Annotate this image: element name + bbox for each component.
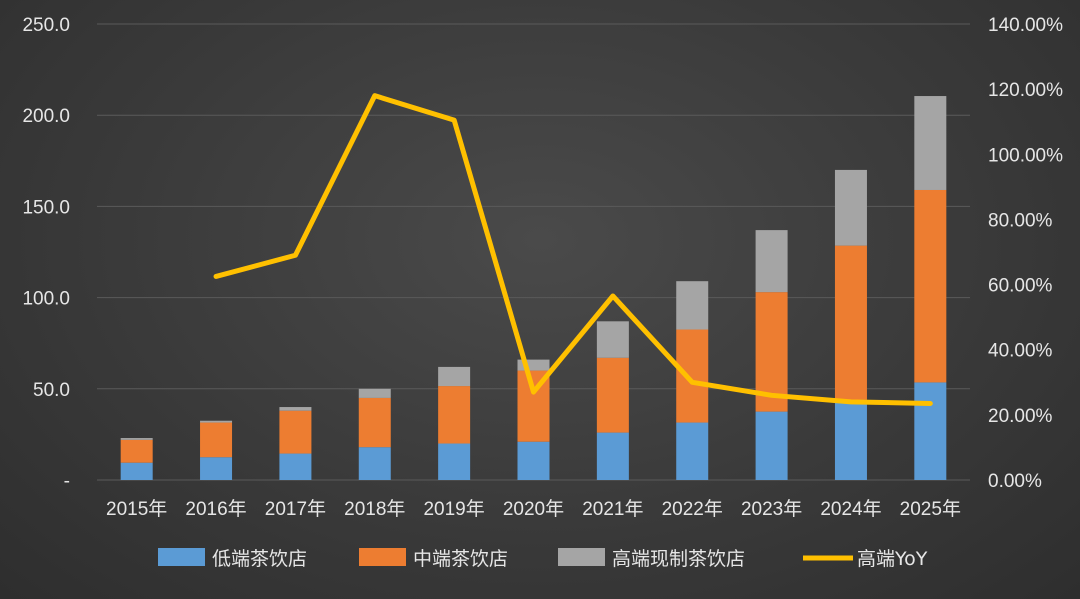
- bar-low: [200, 457, 233, 480]
- right-tick-label: 140.00%: [988, 15, 1063, 36]
- left-tick-label: 100.0: [22, 289, 70, 310]
- bar-mid: [676, 329, 709, 423]
- right-tick-label: 100.00%: [988, 145, 1063, 166]
- yoy-line-layer: [213, 93, 933, 406]
- right-tick-label: 20.00%: [988, 406, 1053, 427]
- left-axis-ticks: - 50.0 100.0 150.0 200.0 250.0: [22, 15, 70, 492]
- x-tick-label: 2018年: [344, 498, 405, 520]
- x-tick-label: 2025年: [900, 498, 961, 520]
- bar-mid: [279, 410, 312, 454]
- x-tick-label: 2017年: [265, 498, 326, 520]
- bar-high: [358, 388, 391, 398]
- bar-low: [358, 447, 391, 480]
- bar-low: [120, 462, 153, 480]
- right-tick-label: 120.00%: [988, 80, 1063, 101]
- left-tick-label: 50.0: [33, 380, 70, 401]
- bar-high: [279, 407, 312, 411]
- legend-label: 低端茶饮店: [212, 548, 307, 570]
- bar-mid: [438, 386, 471, 444]
- x-tick-label: 2022年: [662, 498, 723, 520]
- x-tick-label: 2019年: [423, 498, 484, 520]
- bar-high: [517, 359, 550, 371]
- legend-label: 中端茶饮店: [413, 548, 508, 570]
- bar-mid: [914, 189, 947, 383]
- legend-label: 高端YoY: [857, 548, 928, 570]
- bar-high: [914, 96, 947, 190]
- bar-low: [914, 382, 947, 480]
- bar-high: [200, 420, 233, 423]
- bar-high: [834, 169, 867, 246]
- legend-swatch: [558, 548, 605, 566]
- right-tick-label: 0.00%: [988, 471, 1042, 492]
- x-tick-label: 2024年: [820, 498, 881, 520]
- legend: 低端茶饮店 中端茶饮店 高端现制茶饮店 高端YoY: [158, 548, 928, 570]
- bar-mid: [834, 245, 867, 400]
- bar-low: [279, 453, 312, 480]
- bar-low: [755, 411, 788, 480]
- bar-high: [596, 321, 629, 358]
- bar-low: [438, 443, 471, 480]
- bar-mid: [596, 357, 629, 433]
- legend-label: 高端现制茶饮店: [612, 548, 745, 570]
- x-tick-label: 2020年: [503, 498, 564, 520]
- bars: [120, 96, 947, 480]
- bar-high: [120, 438, 153, 440]
- bar-high: [438, 366, 471, 387]
- bar-high: [755, 230, 788, 293]
- right-tick-label: 80.00%: [988, 210, 1053, 231]
- left-tick-label: 200.0: [22, 106, 70, 127]
- x-tick-label: 2016年: [185, 498, 246, 520]
- legend-swatch: [359, 548, 406, 566]
- x-axis-ticks: 2015年 2016年 2017年 2018年 2019年 2020年 2021年 2022年…: [106, 498, 961, 520]
- bar-low: [834, 399, 867, 480]
- right-axis-ticks: 0.00% 20.00% 40.00% 60.00% 80.00% 100.00% 120.…: [988, 15, 1063, 492]
- bar-low: [596, 432, 629, 480]
- left-tick-label: 250.0: [22, 15, 70, 36]
- x-tick-label: 2015年: [106, 498, 167, 520]
- right-tick-label: 60.00%: [988, 276, 1053, 297]
- legend-swatch: [158, 548, 205, 566]
- x-tick-label: 2021年: [582, 498, 643, 520]
- right-tick-label: 40.00%: [988, 341, 1053, 362]
- bar-mid: [120, 439, 153, 463]
- bar-low: [676, 422, 709, 480]
- left-tick-label: -: [64, 471, 70, 492]
- bar-high: [676, 281, 709, 330]
- bar-low: [517, 441, 550, 480]
- x-tick-label: 2023年: [741, 498, 802, 520]
- left-tick-label: 150.0: [22, 197, 70, 218]
- bar-mid: [358, 397, 391, 448]
- yoy-line: [213, 93, 933, 406]
- gridlines: [97, 23, 970, 481]
- bar-mid: [200, 422, 233, 458]
